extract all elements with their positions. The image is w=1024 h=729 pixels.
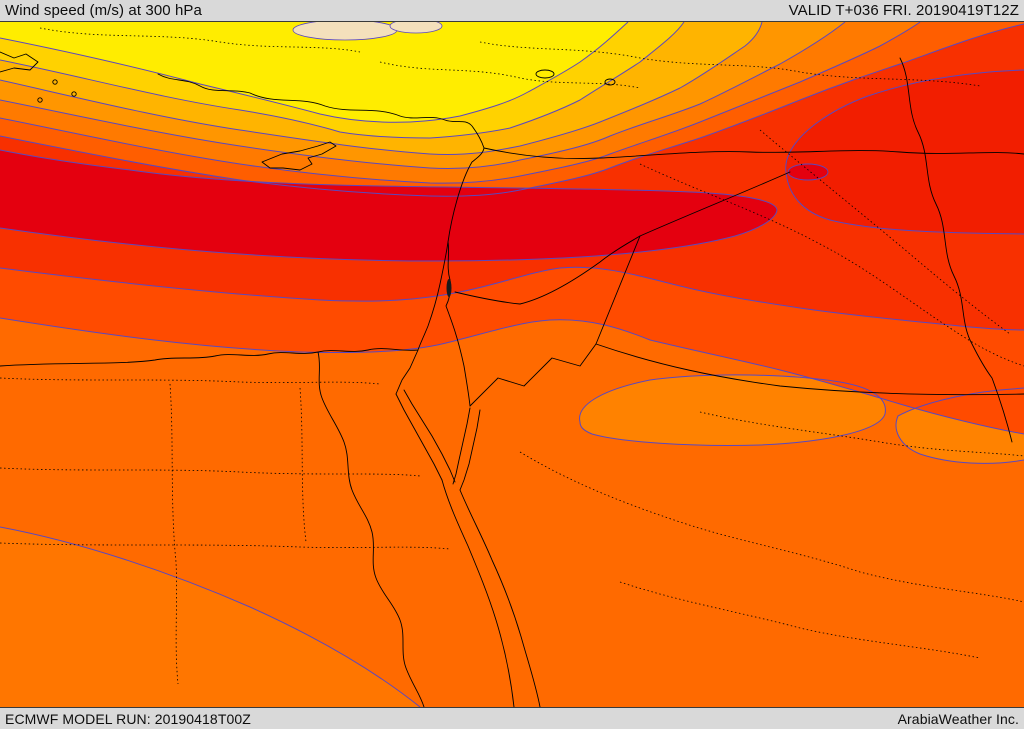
wind-speed-map: [0, 22, 1024, 707]
admin-boundary-layer: [0, 27, 1024, 685]
red-sea-east-coastline: [459, 489, 541, 707]
admin-boundary: [479, 41, 981, 87]
contour-line: [895, 387, 1024, 464]
gulf-of-suez-west-shore: [395, 393, 443, 481]
contour-line: [0, 22, 921, 184]
red-sea-west-coastline: [441, 479, 515, 707]
contour-line: [0, 22, 846, 169]
contour-line: [785, 69, 1024, 235]
contour-line: [0, 149, 778, 262]
contour-fill-layer: [0, 22, 1024, 707]
band-jet-core-spot: [787, 163, 829, 181]
contour-line: [579, 374, 886, 446]
band-yellow: [0, 22, 628, 123]
admin-boundary: [299, 387, 307, 543]
turkey-syria-border: [483, 147, 1024, 159]
band-south-light: [0, 527, 420, 707]
contour-line: [0, 22, 685, 139]
syria-jordan-border: [454, 235, 641, 305]
band-pale-patch-1: [292, 22, 398, 41]
island: [37, 97, 43, 103]
israel-egypt-border: [395, 349, 419, 395]
lake-tuz: [535, 69, 555, 79]
mediterranean-coastline: [0, 73, 485, 367]
jordan-saudi-border: [469, 343, 597, 407]
band-light-patch-center: [579, 374, 886, 446]
gulf-of-aqaba-east-shore: [459, 409, 481, 491]
dead-sea: [446, 279, 452, 297]
geography-layer: [0, 51, 1024, 707]
cyprus-coastline: [261, 141, 337, 171]
gulf-of-aqaba-west-shore: [452, 407, 471, 485]
admin-boundary: [0, 467, 421, 477]
syria-iraq-border: [639, 171, 791, 237]
contour-line: [0, 266, 1024, 331]
admin-boundary: [169, 383, 179, 685]
valid-time-label: VALID T+036 FRI. 20190419T12Z: [788, 2, 1019, 19]
tigris-river: [759, 129, 1011, 335]
gulf-of-suez-east-shore: [403, 389, 456, 483]
band-pale-patch-2: [389, 22, 443, 34]
lake: [604, 78, 616, 86]
contour-line-layer: [0, 22, 1024, 707]
contour-line: [0, 23, 1024, 197]
footer-bar: ECMWF MODEL RUN: 20190418T00Z ArabiaWeat…: [0, 707, 1024, 729]
euphrates-river: [639, 163, 1024, 367]
contour-line: [0, 526, 421, 707]
iran-border: [899, 57, 1013, 443]
admin-boundary: [519, 451, 1024, 603]
iraq-saudi-border: [595, 343, 1024, 396]
contour-line: [0, 22, 629, 123]
jordan-valley-line: [445, 241, 471, 407]
contour-line: [0, 317, 1024, 435]
attribution-label: ArabiaWeather Inc.: [897, 710, 1019, 727]
band-jet-core: [0, 150, 777, 262]
admin-boundary: [699, 411, 1024, 457]
jordan-iraq-border: [595, 235, 641, 345]
island: [52, 79, 58, 85]
contour-line: [0, 22, 763, 155]
island: [71, 91, 77, 97]
model-run-label: ECMWF MODEL RUN: 20190418T00Z: [5, 710, 251, 727]
admin-boundary: [619, 581, 981, 659]
map-area: [0, 22, 1024, 707]
map-title: Wind speed (m/s) at 300 hPa: [5, 2, 202, 19]
nile-river: [317, 351, 425, 707]
header-bar: Wind speed (m/s) at 300 hPa VALID T+036 …: [0, 0, 1024, 22]
admin-boundary: [0, 542, 451, 550]
admin-boundary: [39, 27, 361, 53]
islands-coastline: [0, 51, 39, 73]
